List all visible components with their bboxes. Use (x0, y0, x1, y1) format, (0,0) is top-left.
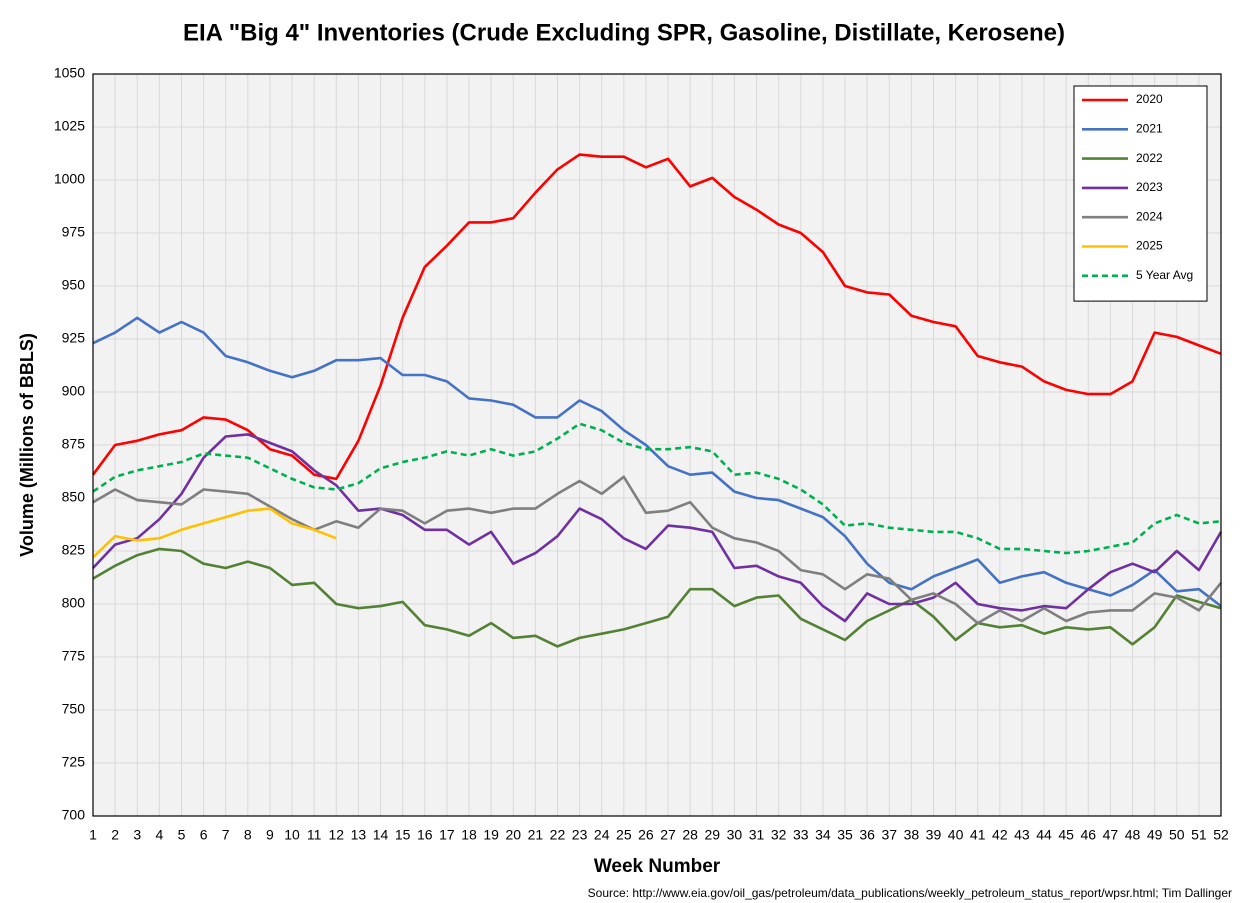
x-tick-label: 30 (727, 827, 743, 843)
legend-label: 2025 (1136, 239, 1163, 253)
x-tick-label: 10 (284, 827, 300, 843)
y-tick-label: 825 (62, 542, 86, 558)
y-tick-label: 975 (62, 224, 86, 240)
x-tick-label: 28 (682, 827, 698, 843)
x-tick-label: 50 (1169, 827, 1185, 843)
x-tick-label: 35 (837, 827, 853, 843)
legend-label: 2020 (1136, 92, 1163, 106)
x-tick-label: 46 (1081, 827, 1097, 843)
x-tick-label: 52 (1213, 827, 1229, 843)
x-tick-label: 40 (948, 827, 964, 843)
x-tick-label: 16 (417, 827, 433, 843)
series-line (92, 507, 337, 559)
x-tick-label: 37 (881, 827, 897, 843)
legend-label: 2021 (1136, 121, 1163, 135)
y-tick-label: 1050 (54, 65, 85, 81)
x-tick-label: 18 (461, 827, 477, 843)
x-tick-label: 24 (594, 827, 610, 843)
y-axis-label: Volume (Millions of BBLS) (17, 333, 37, 557)
x-tick-label: 23 (572, 827, 588, 843)
x-tick-label: 36 (859, 827, 875, 843)
x-tick-label: 13 (351, 827, 367, 843)
series-line (92, 433, 1223, 623)
x-tick-label: 17 (439, 827, 455, 843)
x-tick-label: 45 (1058, 827, 1074, 843)
x-tick-label: 8 (244, 827, 252, 843)
chart-title: EIA "Big 4" Inventories (Crude Excluding… (183, 19, 1065, 46)
y-tick-label: 925 (62, 330, 86, 346)
y-tick-label: 725 (62, 754, 86, 770)
x-tick-label: 25 (616, 827, 632, 843)
y-tick-label: 1025 (54, 118, 85, 134)
y-tick-label: 950 (62, 277, 86, 293)
y-tick-label: 700 (62, 807, 86, 823)
plot-border (92, 73, 1222, 817)
x-tick-label: 32 (771, 827, 787, 843)
y-tick-label: 850 (62, 489, 86, 505)
source-note: Source: http://www.eia.gov/oil_gas/petro… (588, 886, 1232, 900)
y-tick-label: 800 (62, 595, 86, 611)
x-tick-label: 20 (505, 827, 521, 843)
x-tick-label: 7 (222, 827, 230, 843)
series-lines (91, 153, 1223, 648)
y-tick-label: 775 (62, 648, 86, 664)
x-tick-label: 6 (200, 827, 208, 843)
y-tick-label: 900 (62, 383, 86, 399)
x-tick-label: 39 (926, 827, 942, 843)
series-line (92, 422, 1222, 555)
series-line (92, 547, 1222, 648)
x-tick-label: 22 (550, 827, 566, 843)
x-tick-label: 3 (133, 827, 141, 843)
x-tick-label: 15 (395, 827, 411, 843)
x-tick-label: 12 (329, 827, 345, 843)
x-tick-label: 48 (1125, 827, 1141, 843)
x-tick-label: 5 (178, 827, 186, 843)
x-tick-label: 49 (1147, 827, 1163, 843)
x-tick-label: 9 (266, 827, 274, 843)
legend-label: 2022 (1136, 151, 1163, 165)
x-tick-label: 47 (1103, 827, 1119, 843)
y-tick-label: 750 (62, 701, 86, 717)
series-line (92, 475, 1223, 625)
series-line (92, 316, 1222, 608)
x-tick-label: 2 (111, 827, 119, 843)
x-tick-label: 51 (1191, 827, 1207, 843)
legend-box (1073, 85, 1208, 302)
series-line (91, 153, 1222, 481)
x-tick-label: 33 (793, 827, 809, 843)
x-tick-label: 26 (638, 827, 654, 843)
x-tick-label: 11 (307, 827, 322, 843)
x-tick-label: 1 (89, 827, 97, 843)
x-tick-label: 27 (660, 827, 676, 843)
x-tick-label: 43 (1014, 827, 1030, 843)
x-tick-label: 44 (1036, 827, 1052, 843)
x-tick-label: 38 (904, 827, 920, 843)
y-tick-label: 1000 (54, 171, 85, 187)
x-axis-label: Week Number (594, 856, 721, 877)
x-tick-label: 31 (749, 827, 765, 843)
legend: 2020 2021 2022 2023 2024 2025 5 Year Avg (1073, 85, 1208, 302)
x-tick-label: 42 (992, 827, 1008, 843)
legend-label: 2023 (1136, 180, 1163, 194)
x-tick-label: 21 (528, 827, 544, 843)
x-tick-label: 41 (970, 827, 986, 843)
x-tick-label: 34 (815, 827, 831, 843)
x-tick-label: 14 (373, 827, 389, 843)
x-tick-label: 29 (705, 827, 721, 843)
x-tick-label: 19 (483, 827, 499, 843)
legend-label: 5 Year Avg (1136, 268, 1193, 282)
legend-label: 2024 (1136, 209, 1163, 223)
y-tick-label: 875 (62, 436, 86, 452)
grid (92, 73, 1222, 817)
x-tick-label: 4 (155, 827, 163, 843)
